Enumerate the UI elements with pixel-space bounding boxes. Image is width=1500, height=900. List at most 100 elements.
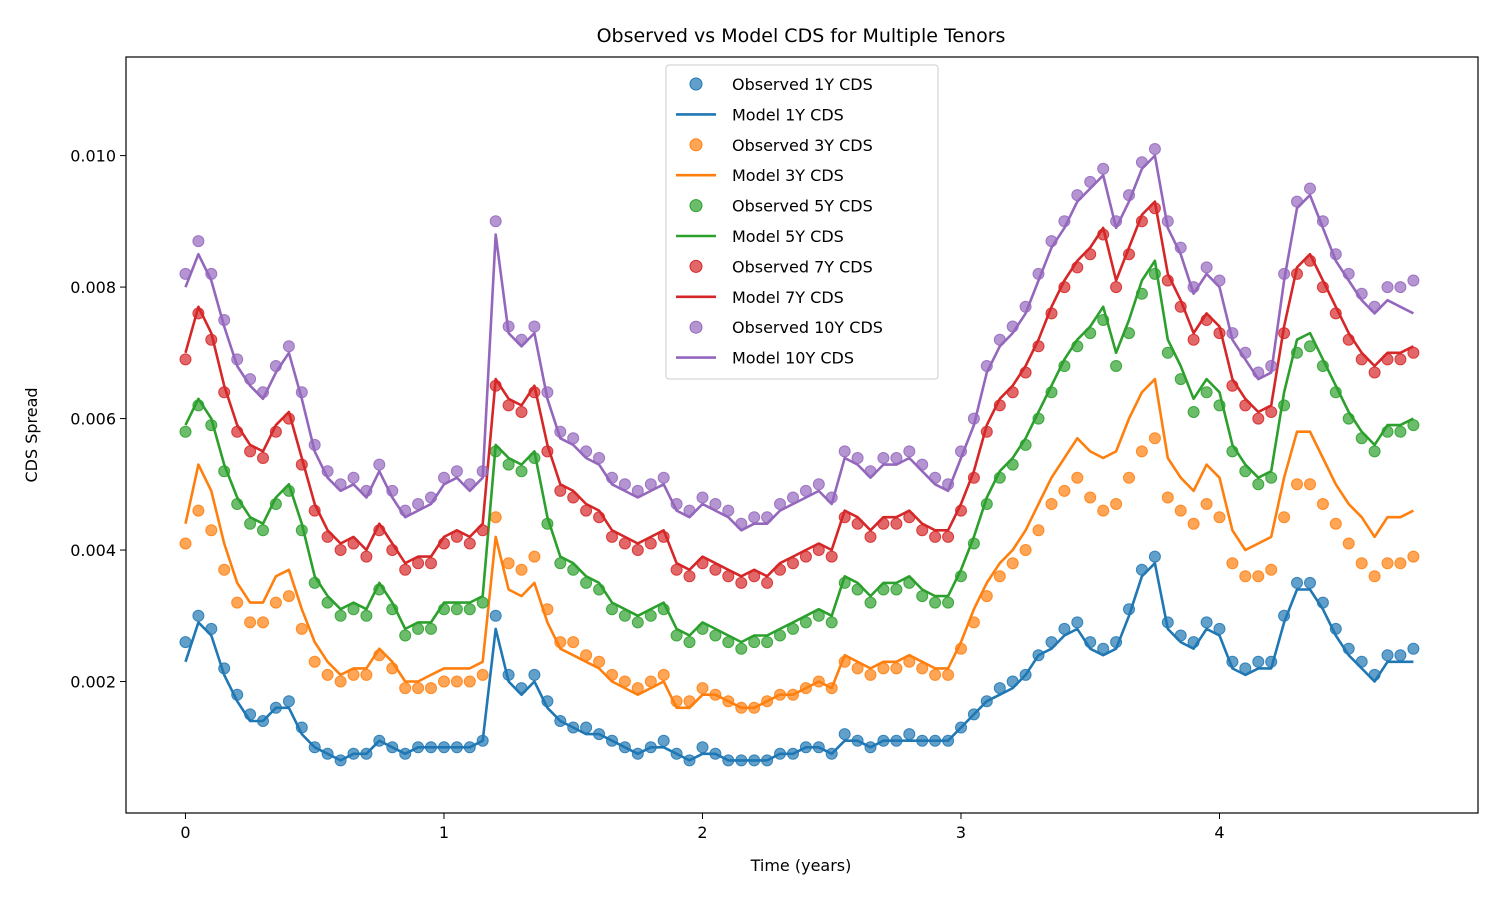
point-observed-3y-cds — [657, 668, 670, 681]
point-observed-5y-cds — [257, 524, 269, 537]
point-observed-3y-cds — [179, 537, 192, 550]
point-observed-3y-cds — [489, 511, 502, 524]
point-observed-10y-cds — [1200, 261, 1213, 274]
point-observed-5y-cds — [631, 616, 644, 629]
point-observed-7y-cds — [399, 563, 412, 576]
point-observed-3y-cds — [1342, 537, 1355, 550]
point-observed-10y-cds — [1304, 182, 1316, 195]
point-observed-3y-cds — [269, 596, 282, 609]
point-observed-3y-cds — [1045, 498, 1058, 510]
point-observed-5y-cds — [1200, 386, 1213, 399]
point-observed-3y-cds — [205, 524, 218, 537]
y-tick-label: 0.006 — [70, 410, 116, 429]
point-observed-5y-cds — [1368, 445, 1381, 458]
point-observed-3y-cds — [1239, 570, 1252, 583]
point-observed-3y-cds — [1291, 478, 1303, 491]
point-observed-3y-cds — [1304, 478, 1316, 491]
point-observed-3y-cds — [412, 682, 425, 695]
point-observed-5y-cds — [825, 616, 838, 629]
legend-label: Model 1Y CDS — [732, 105, 844, 124]
point-observed-3y-cds — [476, 668, 489, 681]
point-observed-3y-cds — [1097, 504, 1110, 517]
point-observed-3y-cds — [890, 662, 903, 675]
point-observed-7y-cds — [761, 576, 774, 589]
legend-item-observed-1y-cds: Observed 1Y CDS — [689, 75, 873, 94]
x-tick-label: 3 — [956, 823, 966, 842]
legend-item-observed-10y-cds: Observed 10Y CDS — [689, 318, 883, 337]
point-observed-3y-cds — [308, 655, 321, 668]
legend-marker — [689, 259, 703, 273]
point-observed-10y-cds — [877, 452, 890, 464]
point-observed-3y-cds — [1019, 544, 1032, 556]
legend-label: Observed 10Y CDS — [732, 318, 883, 337]
legend-label: Observed 7Y CDS — [732, 257, 873, 276]
point-observed-5y-cds — [735, 642, 748, 655]
point-observed-3y-cds — [1032, 524, 1045, 537]
point-observed-3y-cds — [244, 616, 257, 629]
point-observed-5y-cds — [360, 609, 373, 622]
point-observed-10y-cds — [657, 471, 670, 484]
point-observed-3y-cds — [1226, 557, 1239, 570]
point-observed-3y-cds — [1187, 517, 1200, 530]
point-observed-3y-cds — [295, 622, 308, 635]
point-observed-3y-cds — [942, 668, 955, 681]
point-observed-7y-cds — [1252, 412, 1265, 425]
point-observed-10y-cds — [1381, 281, 1394, 294]
point-observed-3y-cds — [1355, 557, 1368, 570]
point-observed-3y-cds — [1058, 484, 1071, 497]
point-observed-1y-cds — [528, 668, 541, 681]
point-observed-10y-cds — [489, 215, 502, 228]
point-observed-3y-cds — [334, 675, 347, 688]
legend-item-model-5y-cds: Model 5Y CDS — [676, 227, 844, 246]
point-observed-3y-cds — [1148, 432, 1161, 445]
point-observed-3y-cds — [993, 570, 1006, 583]
point-observed-3y-cds — [1394, 557, 1407, 570]
legend-item-observed-7y-cds: Observed 7Y CDS — [689, 257, 873, 276]
point-observed-3y-cds — [502, 557, 515, 570]
legend-label: Observed 1Y CDS — [732, 75, 873, 94]
point-observed-3y-cds — [1381, 557, 1394, 570]
point-observed-3y-cds — [1110, 498, 1123, 510]
point-observed-3y-cds — [864, 668, 877, 681]
point-observed-3y-cds — [450, 675, 463, 688]
point-observed-1y-cds — [903, 728, 916, 741]
point-observed-1y-cds — [1394, 649, 1407, 662]
x-axis-label: Time (years) — [750, 856, 852, 875]
point-observed-10y-cds — [528, 320, 541, 333]
point-observed-3y-cds — [1084, 491, 1097, 504]
legend-label: Model 5Y CDS — [732, 227, 844, 246]
point-observed-3y-cds — [463, 675, 476, 688]
point-observed-7y-cds — [360, 550, 373, 563]
point-observed-1y-cds — [489, 609, 502, 622]
chart-title: Observed vs Model CDS for Multiple Tenor… — [597, 25, 1006, 47]
point-observed-5y-cds — [890, 583, 903, 596]
point-observed-3y-cds — [929, 668, 942, 681]
point-observed-3y-cds — [1006, 557, 1019, 570]
point-observed-1y-cds — [1200, 616, 1213, 629]
x-tick-label: 4 — [1214, 823, 1224, 842]
point-observed-7y-cds — [683, 570, 696, 583]
legend-item-model-10y-cds: Model 10Y CDS — [676, 349, 854, 368]
point-observed-3y-cds — [1316, 498, 1329, 510]
point-observed-5y-cds — [683, 636, 696, 649]
line-model-10y-cds — [184, 154, 1414, 532]
point-observed-5y-cds — [1252, 478, 1265, 491]
point-observed-10y-cds — [450, 465, 463, 478]
point-observed-10y-cds — [903, 445, 916, 458]
point-observed-3y-cds — [528, 550, 541, 563]
plot-frame — [125, 56, 1479, 814]
point-observed-3y-cds — [1123, 471, 1135, 484]
legend-label: Model 10Y CDS — [732, 349, 854, 368]
y-axis-label: CDS Spread — [22, 387, 41, 482]
legend-label: Observed 3Y CDS — [732, 136, 873, 155]
point-observed-10y-cds — [282, 340, 295, 353]
point-observed-5y-cds — [399, 629, 412, 642]
legend-label: Model 3Y CDS — [732, 166, 844, 185]
point-observed-3y-cds — [425, 682, 437, 695]
point-observed-3y-cds — [1161, 491, 1174, 504]
point-observed-3y-cds — [321, 668, 334, 681]
point-observed-5y-cds — [179, 425, 192, 438]
point-observed-3y-cds — [1071, 471, 1084, 484]
legend-item-observed-5y-cds: Observed 5Y CDS — [689, 197, 873, 216]
